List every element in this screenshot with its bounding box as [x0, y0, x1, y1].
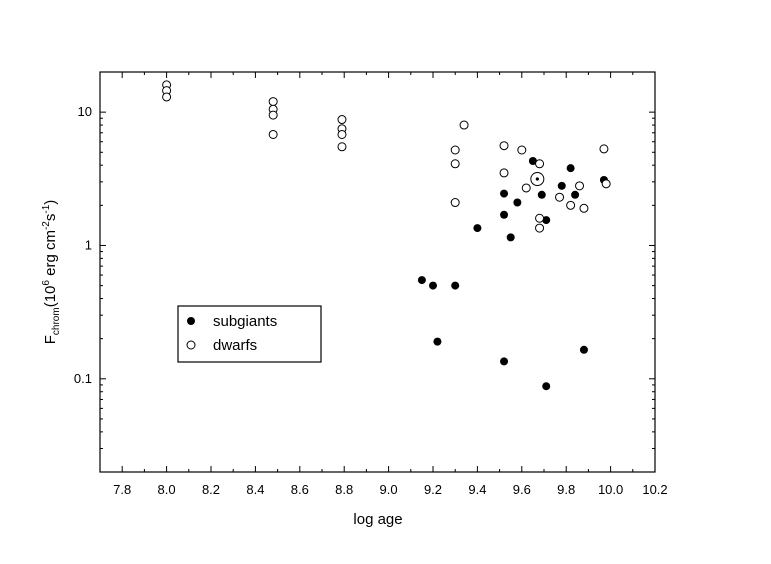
x-tick-label: 9.2 — [424, 482, 442, 497]
point-dwarfs — [450, 145, 460, 155]
data-points — [162, 80, 611, 391]
legend-marker-dwarfs — [186, 340, 196, 350]
point-subgiants — [528, 157, 537, 166]
y-title-exp: 6 — [41, 280, 52, 286]
point-dwarfs — [555, 192, 565, 202]
point-subgiants — [500, 357, 509, 366]
point-subgiants — [506, 233, 515, 242]
y-title-unit-mid2: s — [42, 214, 59, 222]
x-axis-title: log age — [353, 511, 402, 528]
x-tick-label: 8.8 — [335, 482, 353, 497]
point-dwarfs — [450, 159, 460, 169]
legend: subgiants dwarfs — [177, 305, 322, 363]
point-dwarfs — [337, 129, 347, 139]
y-title-unit-end: ) — [42, 200, 59, 205]
point-dwarfs — [579, 203, 589, 213]
point-subgiants — [537, 190, 546, 199]
x-tick-label: 7.8 — [113, 482, 131, 497]
legend-marker-subgiants — [187, 317, 195, 325]
point-dwarfs — [521, 183, 531, 193]
plot-frame — [99, 71, 656, 473]
point-subgiants — [542, 216, 551, 225]
x-tick-label: 8.4 — [246, 482, 264, 497]
point-dwarfs — [517, 145, 527, 155]
point-dwarfs — [268, 110, 278, 120]
point-subgiants — [473, 224, 482, 233]
point-dwarfs — [499, 141, 509, 151]
y-tick-label: 10 — [78, 104, 92, 119]
x-tick-label: 8.2 — [202, 482, 220, 497]
x-tick-label: 10.0 — [598, 482, 623, 497]
point-sun-dot — [535, 177, 539, 181]
point-dwarfs — [535, 223, 545, 233]
y-title-unit-prefix: (10 — [42, 286, 59, 308]
point-subgiants — [542, 382, 551, 391]
point-dwarfs — [599, 144, 609, 154]
point-dwarfs — [337, 142, 347, 152]
y-axis-ticks: 0.1 1 10 — [74, 71, 655, 473]
x-tick-label: 8.6 — [291, 482, 309, 497]
x-tick-label: 9.8 — [557, 482, 575, 497]
y-tick-label: 1 — [85, 237, 92, 252]
point-dwarfs — [268, 129, 278, 139]
point-subgiants — [566, 164, 575, 173]
point-subgiants — [417, 276, 426, 285]
point-subgiants — [513, 198, 522, 207]
point-dwarfs — [337, 115, 347, 125]
legend-label-subgiants: subgiants — [213, 313, 277, 330]
point-dwarfs — [499, 168, 509, 178]
y-title-main: F — [42, 335, 59, 344]
y-title-unit-mid: erg cm — [42, 230, 59, 280]
x-tick-label: 8.0 — [158, 482, 176, 497]
point-subgiants — [500, 210, 509, 219]
point-subgiants — [557, 181, 566, 190]
y-axis-title: Fchrom(106 erg cm-2s-1) — [41, 200, 62, 345]
y-title-exp2: -2 — [41, 221, 52, 230]
point-dwarfs — [535, 159, 545, 169]
point-subgiants — [579, 345, 588, 354]
x-tick-label: 9.0 — [380, 482, 398, 497]
point-dwarfs — [162, 92, 172, 102]
x-axis-ticks: 7.8 8.0 8.2 8.4 8.6 8.8 9.0 9.2 9.4 9.6 9.8 10.0 10.… — [99, 72, 668, 497]
legend-box — [177, 305, 322, 363]
point-subgiants — [500, 189, 509, 198]
point-subgiants — [451, 281, 460, 290]
point-subgiants — [571, 190, 580, 199]
y-title-subscript: chrom — [51, 307, 62, 335]
point-subgiants — [433, 337, 442, 346]
x-tick-label: 9.4 — [468, 482, 486, 497]
point-dwarfs — [566, 200, 576, 210]
legend-label-dwarfs: dwarfs — [213, 337, 257, 354]
y-tick-label: 0.1 — [74, 371, 92, 386]
point-dwarfs — [450, 198, 460, 208]
point-dwarfs — [601, 179, 611, 189]
x-tick-label: 9.6 — [513, 482, 531, 497]
point-dwarfs — [535, 213, 545, 223]
x-tick-label: 10.2 — [642, 482, 667, 497]
point-dwarfs — [268, 97, 278, 107]
point-dwarfs — [575, 181, 585, 191]
point-subgiants — [429, 281, 437, 290]
point-dwarfs — [459, 120, 469, 130]
y-title-exp3: -1 — [41, 204, 52, 213]
